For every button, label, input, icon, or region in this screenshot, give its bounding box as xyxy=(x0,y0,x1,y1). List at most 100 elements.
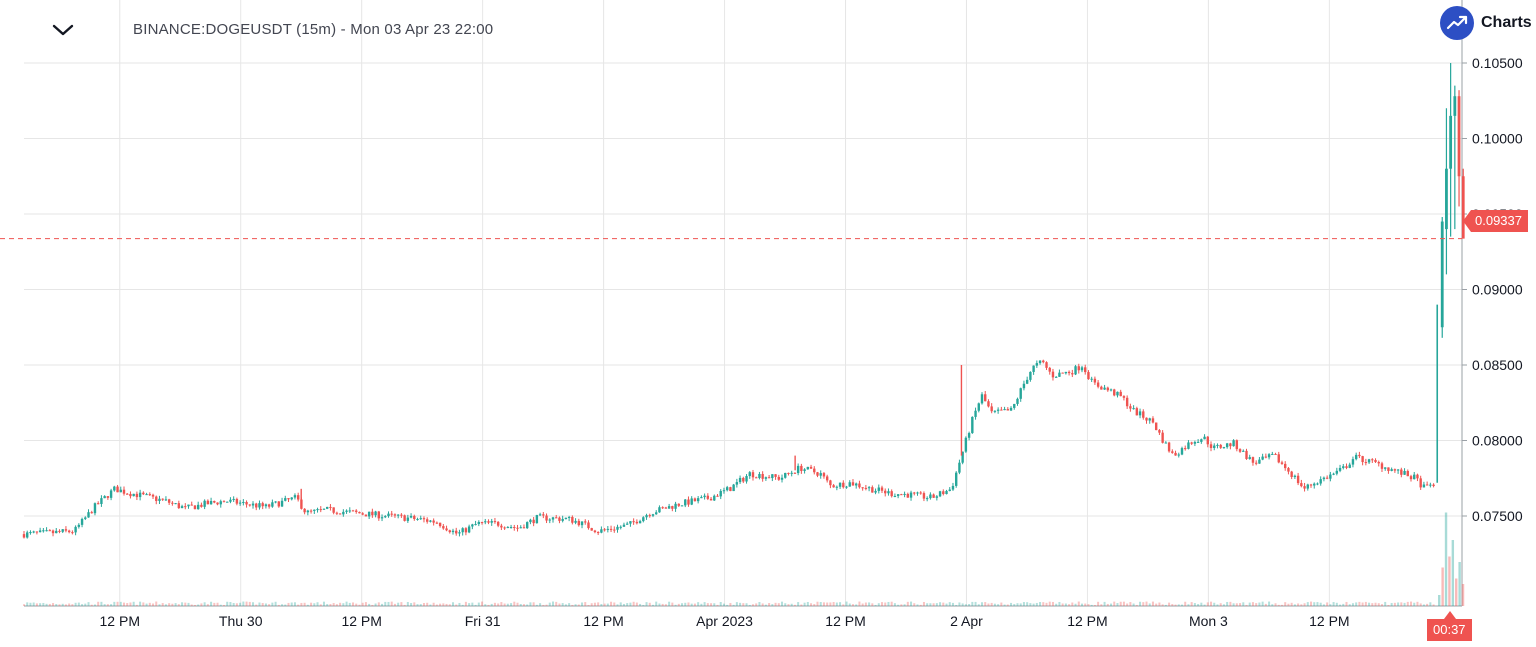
volume-bar xyxy=(722,603,725,606)
candle-body xyxy=(429,520,432,522)
volume-bar xyxy=(248,601,251,606)
candle-body xyxy=(867,487,871,489)
candle-body xyxy=(625,523,629,525)
candle-body xyxy=(1003,409,1006,411)
volume-bar xyxy=(881,602,884,606)
volume-bar xyxy=(748,604,751,606)
volume-bar xyxy=(613,602,616,606)
volume-bar xyxy=(726,604,729,606)
x-tick-label: 12 PM xyxy=(825,613,865,629)
volume-bar xyxy=(384,601,387,606)
candle xyxy=(1396,469,1400,474)
candle-body xyxy=(351,510,355,512)
candle xyxy=(1184,445,1187,451)
volume-bar xyxy=(100,601,103,606)
candle xyxy=(1354,452,1358,461)
candle xyxy=(690,496,693,506)
candle xyxy=(1367,458,1371,464)
volume-bar xyxy=(252,602,255,606)
candle-body xyxy=(535,515,539,524)
volume-bar xyxy=(1355,602,1358,606)
candle-body xyxy=(964,437,968,452)
volume-bar xyxy=(484,604,487,606)
candle xyxy=(429,519,432,523)
candle-body xyxy=(235,498,239,504)
candle xyxy=(509,524,513,529)
candle-body xyxy=(384,516,387,518)
candle-body xyxy=(135,493,139,498)
candle xyxy=(548,518,551,524)
candle-body xyxy=(58,530,61,532)
volume-bar xyxy=(387,601,390,606)
volume-bar xyxy=(271,602,274,606)
candle-body xyxy=(671,506,674,509)
candle xyxy=(264,503,268,509)
candle xyxy=(442,523,445,530)
candle xyxy=(1084,364,1087,375)
candle-body xyxy=(1054,376,1058,378)
candle-body xyxy=(1009,407,1013,411)
candle xyxy=(1109,388,1113,392)
candle xyxy=(1071,369,1074,378)
candle-body xyxy=(1267,454,1271,458)
candle xyxy=(1087,370,1090,380)
volume-bar xyxy=(458,602,461,606)
candle-body xyxy=(1380,463,1384,469)
candle-body xyxy=(48,530,52,532)
candle xyxy=(1429,482,1432,488)
collapse-button[interactable] xyxy=(44,14,82,46)
candle-body xyxy=(26,532,29,538)
candle-body xyxy=(490,521,493,523)
volume-bar xyxy=(558,603,561,606)
candle xyxy=(1203,434,1206,440)
candle-body xyxy=(1338,467,1342,471)
volume-bar xyxy=(910,601,913,606)
volume-bar xyxy=(45,603,48,606)
charts-brand-link[interactable]: Charts xyxy=(1440,6,1532,40)
volume-bar xyxy=(697,602,700,606)
candle xyxy=(1245,448,1248,460)
candle-body xyxy=(1229,443,1232,447)
candle xyxy=(816,471,819,478)
candle xyxy=(1284,461,1287,471)
volume-bar xyxy=(919,604,922,606)
candle xyxy=(296,492,300,502)
candle xyxy=(1251,456,1255,466)
volume-bar xyxy=(1461,584,1465,606)
candle xyxy=(496,521,500,528)
candle-body xyxy=(1093,378,1097,383)
volume-bar xyxy=(155,601,158,606)
candle-body xyxy=(984,394,987,402)
candle-body xyxy=(42,530,45,532)
candle-body xyxy=(416,518,419,520)
volume-bar xyxy=(1277,604,1280,606)
volume-bar xyxy=(1397,602,1400,606)
candle-body xyxy=(848,482,851,487)
volume-bar xyxy=(329,604,332,606)
candle-body xyxy=(1248,457,1251,459)
candle xyxy=(877,484,880,494)
candle xyxy=(384,515,387,519)
candle xyxy=(126,492,129,495)
candle-body xyxy=(129,493,132,497)
candle xyxy=(1319,476,1322,486)
candle xyxy=(293,493,297,500)
candle xyxy=(771,474,774,482)
candle-body xyxy=(477,521,481,525)
volume-bar xyxy=(1251,602,1254,606)
candle xyxy=(61,529,64,534)
candle-body xyxy=(842,482,845,488)
candle xyxy=(680,505,684,507)
volume-bar xyxy=(568,603,571,606)
volume-bar xyxy=(1139,601,1142,606)
candle xyxy=(55,527,58,534)
candle-body xyxy=(458,532,461,534)
volume-bar xyxy=(193,604,196,606)
volume-bar xyxy=(1287,603,1290,606)
volume-bar xyxy=(219,604,222,606)
volume-bar xyxy=(1158,602,1161,606)
candle-body xyxy=(596,532,600,534)
candle xyxy=(203,499,206,510)
candle-body xyxy=(174,503,177,505)
